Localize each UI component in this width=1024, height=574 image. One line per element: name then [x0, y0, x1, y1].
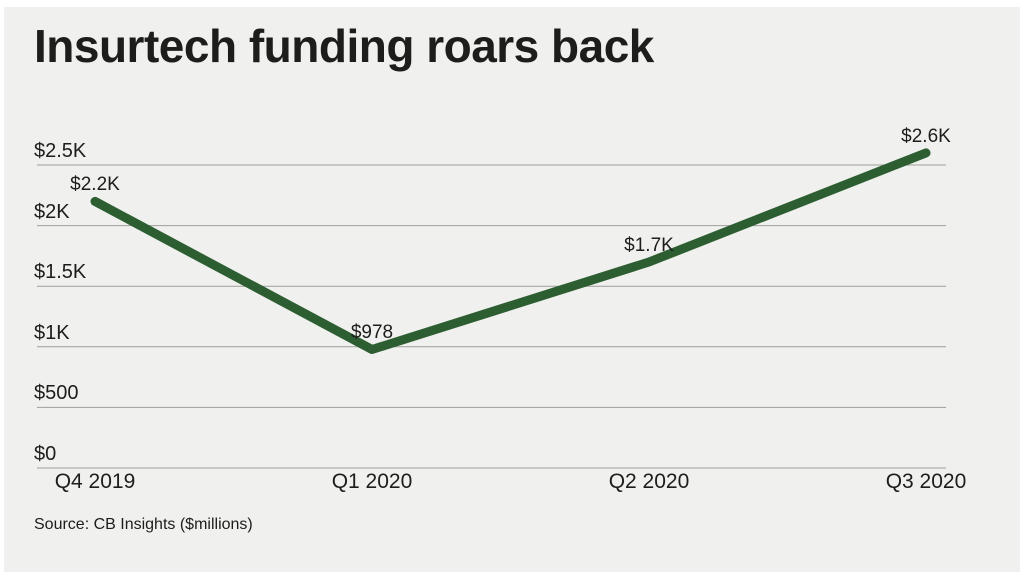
data-point-label: $978	[350, 322, 394, 344]
y-tick-label: $1K	[34, 321, 70, 344]
y-tick-label: $0	[34, 443, 57, 465]
x-tick-label: Q1 2020	[331, 470, 413, 493]
x-tick-label: Q4 2019	[54, 470, 136, 493]
source-note: Source: CB Insights ($millions)	[34, 516, 253, 533]
chart-card	[4, 7, 1020, 572]
chart-title: Insurtech funding roars back	[34, 20, 654, 72]
data-point-label: $1.7K	[624, 234, 674, 256]
y-tick-label: $1.5K	[34, 261, 87, 284]
x-tick-label: Q2 2020	[608, 470, 690, 493]
y-tick-label: $2.5K	[34, 140, 87, 162]
data-point-label: $2.6K	[901, 125, 951, 147]
data-point-label: $2.2K	[70, 174, 120, 196]
y-tick-label: $2K	[34, 200, 70, 223]
y-tick-label: $500	[34, 382, 79, 405]
funding-line	[90, 148, 931, 354]
x-tick-label: Q3 2020	[885, 470, 967, 493]
